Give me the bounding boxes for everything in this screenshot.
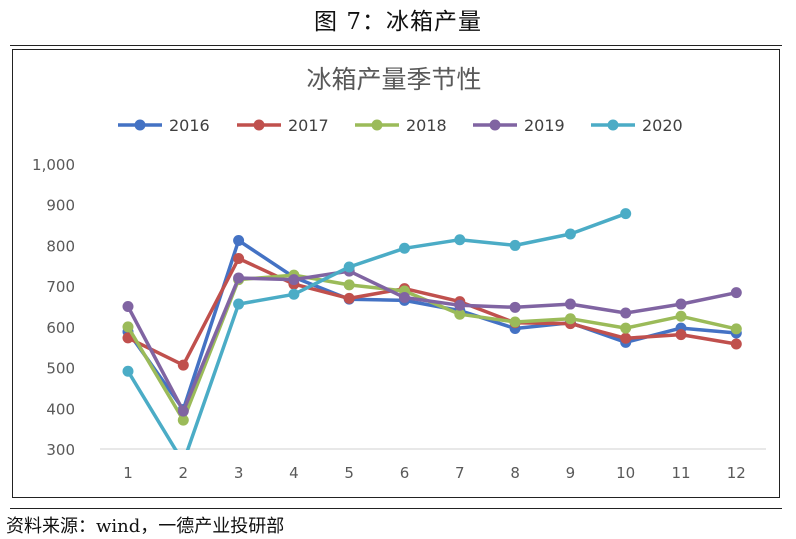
legend-marker: [253, 119, 265, 131]
data-point: [509, 316, 521, 328]
source-note: 资料来源：wind，一德产业投研部: [6, 516, 285, 537]
x-tick-label: 8: [510, 464, 520, 482]
y-tick-label: 400: [46, 400, 75, 418]
y-tick-label: 800: [46, 237, 75, 255]
x-tick-label: 12: [727, 464, 746, 482]
top-rule: [10, 45, 782, 46]
data-point: [620, 208, 632, 220]
data-point: [233, 235, 245, 247]
series-line: [126, 238, 739, 412]
y-tick-label: 700: [46, 278, 75, 296]
y-axis: 300 400 500 600 700 800 900 1,000: [32, 156, 75, 459]
legend-marker: [134, 119, 146, 131]
legend-item: 2020: [591, 116, 683, 135]
data-point: [509, 239, 521, 251]
data-point: [454, 299, 466, 311]
legend: 2016 2017 2018 2019 2020: [118, 116, 683, 135]
data-point: [564, 313, 576, 325]
legend-marker: [371, 119, 383, 131]
data-point: [730, 323, 742, 335]
data-point: [399, 242, 410, 254]
y-tick-label: 600: [46, 319, 75, 337]
series-2018: [122, 269, 742, 426]
x-tick-label: 6: [400, 464, 410, 482]
data-point: [564, 298, 576, 310]
data-point: [233, 252, 245, 264]
data-point: [288, 274, 300, 286]
data-point: [509, 301, 521, 313]
legend-marker: [489, 119, 501, 131]
x-axis: 1 2 3 4 5 6 7 8 9 10 11 12: [123, 464, 746, 482]
data-point: [454, 308, 466, 320]
series-line: [126, 211, 628, 450]
data-point: [620, 307, 632, 319]
data-point: [675, 310, 687, 322]
legend-label: 2020: [642, 116, 683, 135]
x-tick-label: 4: [289, 464, 299, 482]
data-point: [675, 329, 687, 341]
data-point: [122, 365, 134, 377]
data-point: [730, 338, 742, 350]
data-point: [122, 332, 134, 344]
figure-title: 图 7：冰箱产量: [314, 9, 482, 35]
legend-label: 2019: [524, 116, 565, 135]
data-point: [343, 292, 355, 304]
legend-label: 2016: [169, 116, 210, 135]
data-point: [620, 322, 632, 334]
y-tick-label: 900: [46, 197, 75, 215]
legend-item: 2016: [118, 116, 210, 135]
x-tick-label: 11: [671, 464, 690, 482]
legend-marker: [607, 119, 619, 131]
legend-label: 2017: [288, 116, 329, 135]
y-tick-label: 300: [46, 441, 75, 459]
series-line: [126, 256, 739, 367]
series-2016: [122, 235, 742, 416]
x-tick-label: 9: [566, 464, 576, 482]
data-point: [454, 234, 466, 246]
x-tick-label: 10: [616, 464, 635, 482]
data-point: [233, 298, 245, 310]
y-tick-label: 1,000: [32, 156, 75, 174]
legend-item: 2017: [237, 116, 329, 135]
data-point: [288, 288, 300, 300]
data-point: [177, 414, 189, 426]
series-2020: [122, 208, 632, 450]
data-point: [122, 321, 134, 333]
legend-label: 2018: [406, 116, 447, 135]
data-point: [675, 298, 687, 310]
data-point: [177, 405, 189, 417]
x-tick-label: 2: [179, 464, 189, 482]
chart-title: 冰箱产量季节性: [306, 65, 481, 94]
data-point: [730, 287, 742, 299]
x-tick-label: 1: [123, 464, 133, 482]
data-point: [343, 261, 355, 273]
y-tick-label: 500: [46, 360, 75, 378]
series-2019: [122, 265, 742, 417]
series-line: [126, 269, 739, 413]
legend-item: 2018: [355, 116, 447, 135]
bottom-rule: [10, 508, 782, 509]
data-point: [620, 332, 632, 344]
data-point: [233, 272, 245, 284]
data-point: [564, 228, 576, 240]
data-point: [177, 359, 189, 371]
legend-item: 2019: [473, 116, 565, 135]
data-point: [343, 279, 355, 291]
x-tick-label: 5: [344, 464, 354, 482]
series-layer: [122, 208, 742, 450]
x-tick-label: 7: [455, 464, 465, 482]
data-point: [399, 292, 410, 304]
data-point: [122, 301, 134, 312]
x-tick-label: 3: [234, 464, 244, 482]
